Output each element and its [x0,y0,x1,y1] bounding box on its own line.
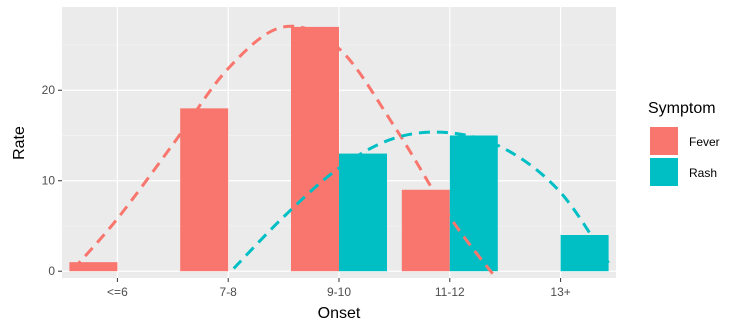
legend-label-rash: Rash [689,166,717,180]
curve-layer [71,24,612,280]
bar-rash-3 [449,135,498,272]
y-tick-label: 20 [42,83,56,97]
axis-layer: 0 10 20 <=6 7-8 9-10 11-12 13+ [42,83,571,299]
x-tick-label: <=6 [107,285,128,299]
legend-key-rash [650,158,678,186]
bar-fever-3 [401,189,450,272]
y-tick-label: 10 [42,174,56,188]
curve-rash [232,130,612,270]
legend: Symptom Fever Rash [648,100,720,186]
legend-title: Symptom [648,100,716,117]
bar-layer [69,26,609,272]
y-axis-title: Rate [11,126,28,160]
x-tick-label: 9-10 [327,285,351,299]
curve-fever [71,24,498,280]
y-tick-label: 0 [48,264,55,278]
bar-fever-2 [291,26,339,272]
bar-fever-0 [69,262,118,272]
x-tick-label: 13+ [550,285,570,299]
x-tick-label: 7-8 [220,285,238,299]
legend-key-fever [650,127,678,155]
x-tick-label: 11-12 [435,285,465,299]
legend-label-fever: Fever [689,135,720,149]
bar-rash-2 [339,153,387,272]
bar-rash-4 [560,235,609,272]
bar-fever-1 [180,108,229,272]
x-axis-title: Onset [318,305,361,322]
